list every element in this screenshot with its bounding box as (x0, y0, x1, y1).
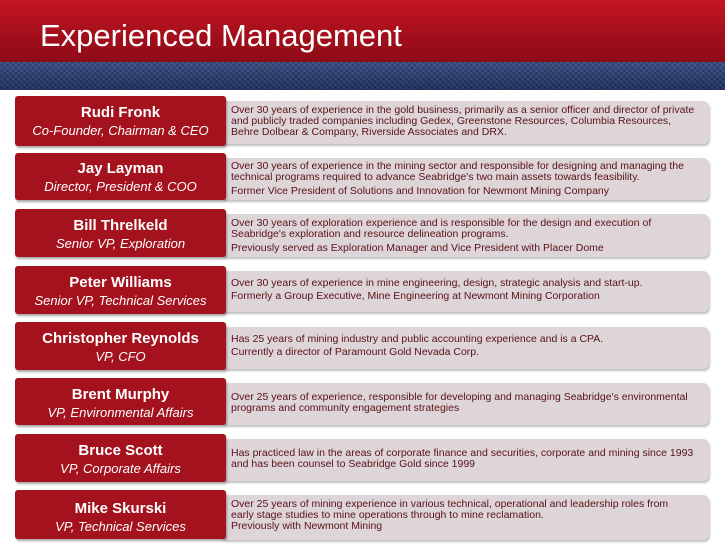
person-name: Rudi Fronk (80, 104, 161, 121)
description-line: Previously served as Exploration Manager… (231, 242, 604, 254)
description-line: Over 30 years of exploration experience … (231, 217, 652, 229)
description-line: Over 30 years of experience in the minin… (231, 160, 684, 172)
name-box: Jay Layman Director, President & COO (15, 153, 226, 200)
description-line: Seabridge's exploration and resource del… (231, 228, 509, 240)
decorative-band (0, 62, 725, 90)
name-box: Mike Skurski VP, Technical Services (15, 490, 226, 539)
person-name: Bruce Scott (78, 442, 163, 459)
description-line: technical programs required to advance S… (231, 171, 640, 183)
description-line: Previously with Newmont Mining (231, 520, 383, 532)
description-box: Over 25 years of mining experience in va… (221, 495, 709, 540)
person-name: Jay Layman (77, 160, 164, 177)
description-box: Has practiced law in the areas of corpor… (221, 439, 709, 481)
description-box: Over 30 years of experience in mine engi… (221, 271, 709, 312)
person-name: Bill Threlkeld (73, 217, 168, 234)
description-line: and has been counsel to Seabridge Gold s… (231, 458, 476, 470)
person-name: Christopher Reynolds (42, 330, 199, 347)
description-line: Behre Dolbear & Company, Riverside Assoc… (231, 126, 507, 138)
description-line: Over 30 years of experience in mine engi… (231, 277, 643, 289)
description-box: Over 30 years of experience in the minin… (221, 158, 709, 200)
description-box: Has 25 years of mining industry and publ… (221, 327, 709, 369)
description-line: Currently a director of Paramount Gold N… (231, 346, 480, 358)
person-role: VP, Environmental Affairs (47, 405, 194, 420)
description-line: Has 25 years of mining industry and publ… (231, 333, 604, 345)
description-box: Over 30 years of exploration experience … (221, 214, 709, 257)
description-line: early stage studies to mine operations t… (231, 509, 544, 521)
person-role: Senior VP, Exploration (55, 236, 186, 251)
person-name: Brent Murphy (71, 386, 170, 403)
description-box: Over 25 years of experience, responsible… (221, 383, 709, 425)
description-line: Former Vice President of Solutions and I… (231, 185, 609, 197)
name-box: Peter Williams Senior VP, Technical Serv… (15, 266, 226, 314)
description-line: Over 25 years of mining experience in va… (231, 498, 669, 510)
title-bar: Experienced Management (0, 0, 725, 62)
name-box: Brent Murphy VP, Environmental Affairs (15, 378, 226, 425)
person-role: VP, CFO (95, 349, 146, 364)
slide-title: Experienced Management (40, 18, 402, 53)
description-line: Formerly a Group Executive, Mine Enginee… (231, 290, 600, 302)
name-box: Bruce Scott VP, Corporate Affairs (15, 434, 226, 482)
person-role: Director, President & COO (44, 179, 197, 194)
description-box: Over 30 years of experience in the gold … (221, 101, 709, 144)
description-line: Has practiced law in the areas of corpor… (231, 447, 694, 459)
person-role: VP, Technical Services (55, 519, 186, 534)
description-line: Over 25 years of experience, responsible… (231, 391, 688, 403)
name-box: Bill Threlkeld Senior VP, Exploration (15, 209, 226, 257)
person-role: Co-Founder, Chairman & CEO (32, 123, 209, 138)
name-box: Christopher Reynolds VP, CFO (15, 322, 226, 370)
person-name: Mike Skurski (74, 500, 167, 517)
description-line: Over 30 years of experience in the gold … (231, 104, 695, 116)
person-role: Senior VP, Technical Services (34, 293, 207, 308)
description-line: and publicly traded companies including … (231, 115, 672, 127)
person-name: Peter Williams (69, 274, 172, 291)
person-role: VP, Corporate Affairs (60, 461, 181, 476)
description-line: programs and community engagement strate… (231, 402, 460, 414)
name-box: Rudi Fronk Co-Founder, Chairman & CEO (15, 96, 226, 146)
